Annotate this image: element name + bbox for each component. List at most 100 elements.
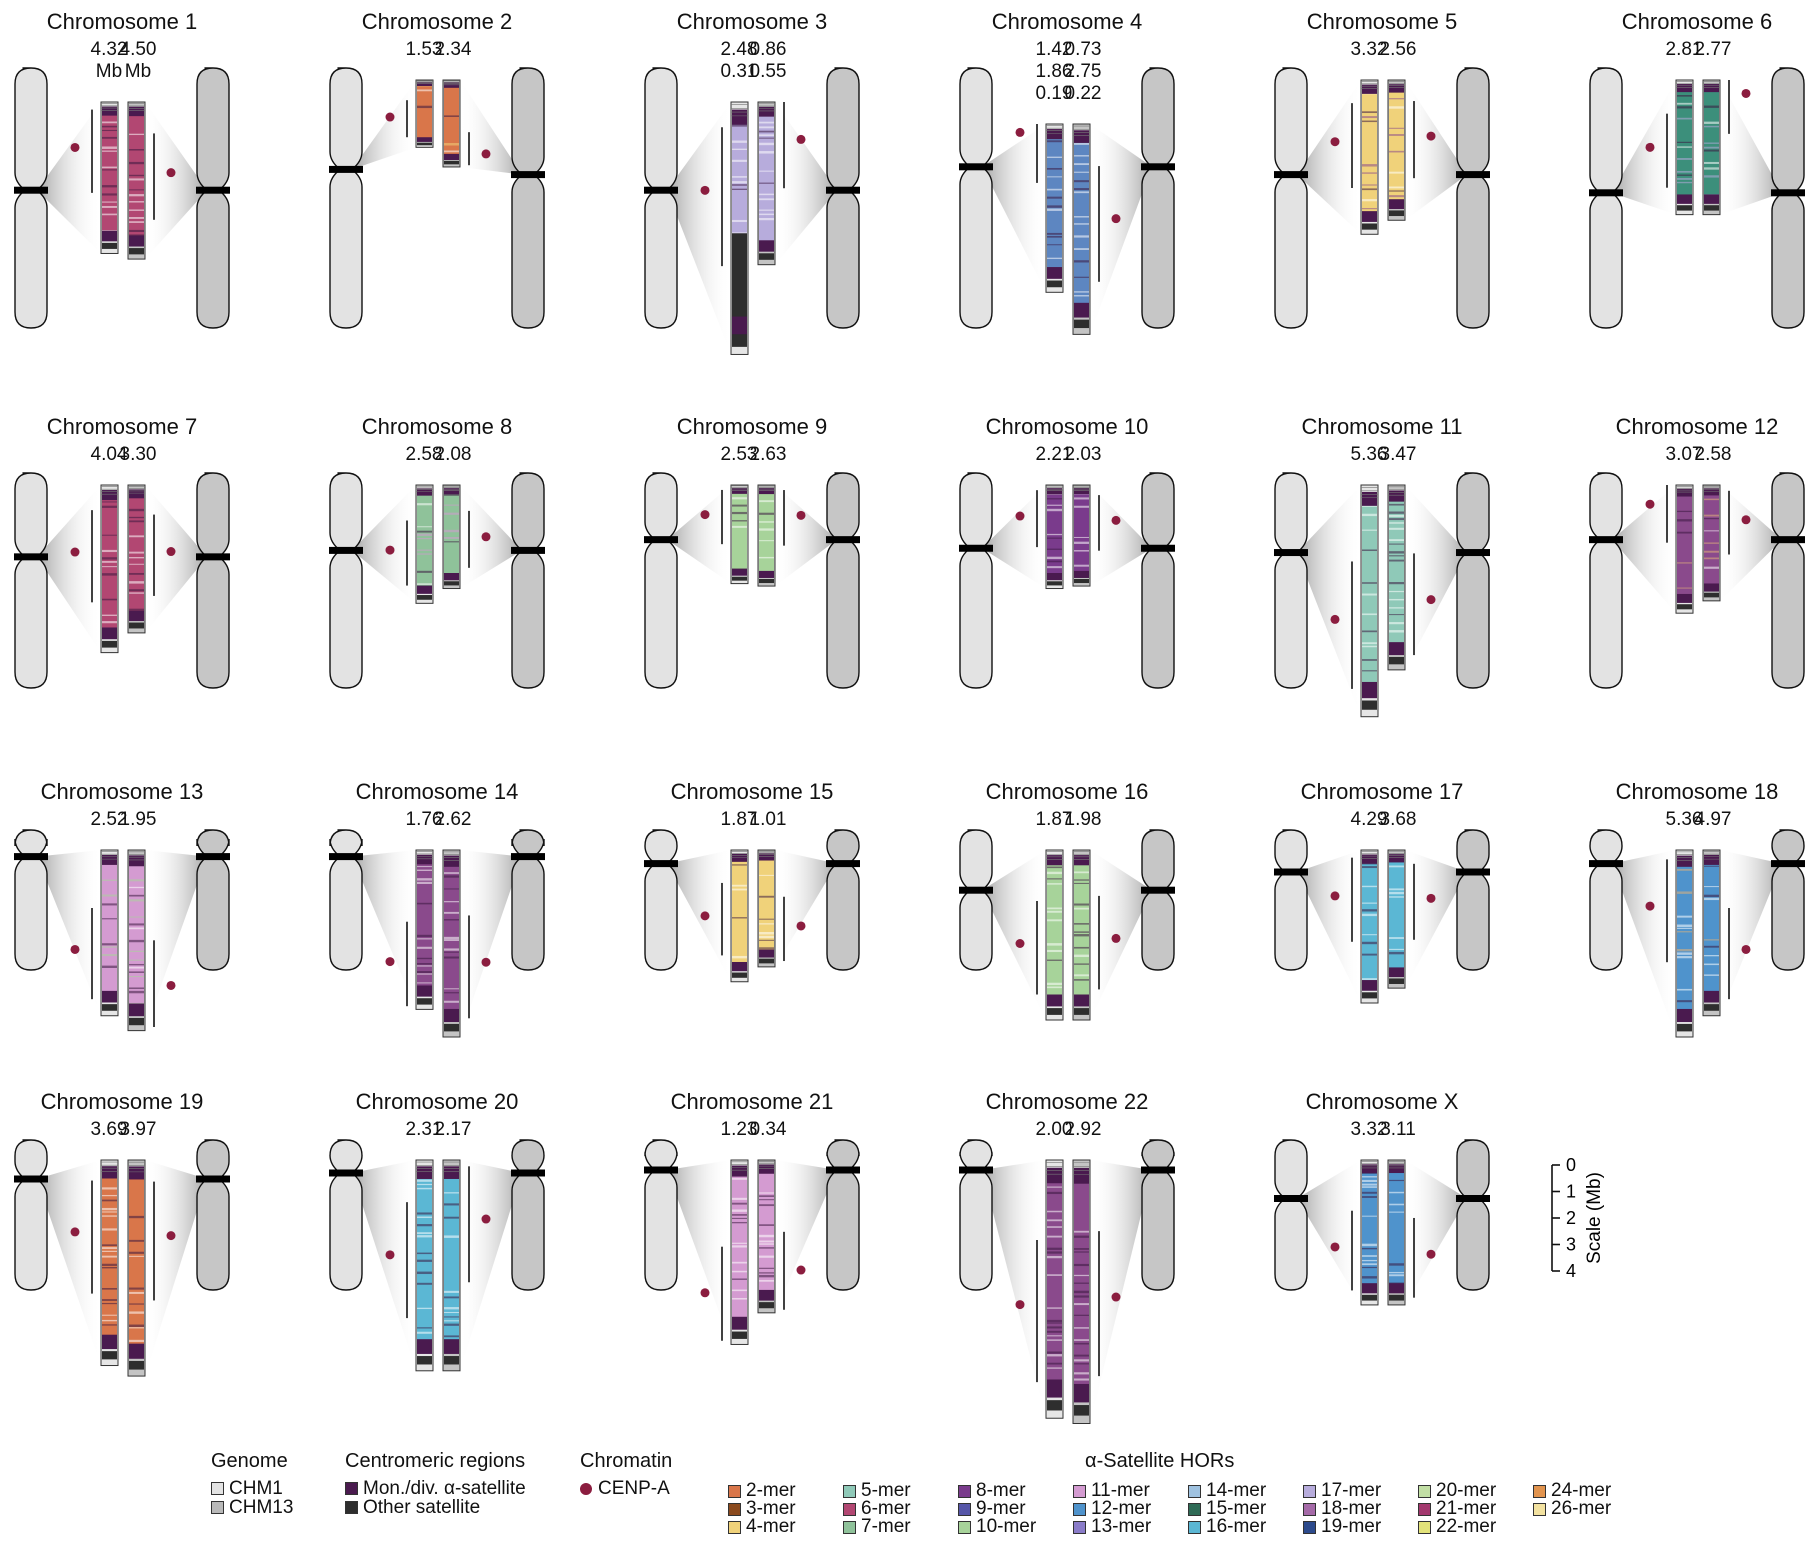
cenpa-dot (481, 149, 491, 159)
hor-stripe (1704, 955, 1719, 957)
hor-stripe (1704, 865, 1719, 867)
hor-stripe (102, 230, 117, 232)
hor-stripe (1074, 907, 1089, 910)
chm1-array-bar (70, 484, 119, 654)
cenpa-dot (1015, 939, 1025, 948)
hor-stripe (417, 1331, 432, 1334)
hor-stripe (129, 1002, 144, 1004)
centromere-band (196, 853, 230, 861)
zoom-fan-left (667, 102, 731, 355)
scale-tick-label: 4 (1566, 1261, 1576, 1281)
other-satellite-region (1389, 1294, 1404, 1301)
hor-stripe (417, 553, 432, 555)
hor-stripe (1362, 208, 1377, 210)
hor-stripe (1389, 1263, 1404, 1266)
array-size-label: 2.31 (406, 1119, 443, 1140)
hor-stripe (1704, 498, 1719, 501)
hor-region (732, 1172, 747, 1327)
monomeric-region (1362, 681, 1377, 699)
hor-stripe (417, 1327, 432, 1329)
chromosome-panel: Chromosome 18 5.364.97 (1589, 779, 1805, 1038)
hor-stripe (102, 1250, 117, 1252)
zoom-fan-left (667, 1160, 731, 1345)
chromosome-panel: Chromosome 10 2.212.03 (959, 414, 1175, 689)
array-size-label: 5.36 (1666, 809, 1703, 830)
centromere-band (959, 886, 993, 894)
hor-stripe (444, 115, 459, 117)
chm13-chromosome (196, 67, 230, 329)
monomeric-region (102, 854, 117, 865)
monomeric-region (129, 1343, 144, 1359)
hor-stripe (102, 1215, 117, 1217)
chromosome-panel: Chromosome 3 2.480.310.860.55 (644, 9, 860, 355)
chm1-array-bar (70, 1159, 119, 1367)
chm1-chromosome (1274, 829, 1308, 971)
legend-item-hor: 18-mer (1303, 1498, 1418, 1519)
hor-region (759, 1170, 774, 1298)
hor-stripe (444, 1192, 459, 1194)
chm13-chromosome (196, 829, 230, 971)
hor-stripe (1704, 121, 1719, 124)
hor-stripe (1362, 1259, 1377, 1262)
hor-stripe (1074, 1303, 1089, 1306)
zoom-fan-right (460, 80, 522, 175)
hor-stripe (1047, 949, 1062, 953)
chromosome-title: Chromosome 17 (1301, 779, 1464, 804)
hor-stripe (417, 946, 432, 949)
hor-stripe (1074, 536, 1089, 538)
hor-stripe (1677, 174, 1692, 176)
monomeric-region (129, 855, 144, 867)
hor-stripe (417, 1252, 432, 1255)
hor-stripe (444, 1290, 459, 1293)
centromere-band (826, 1166, 860, 1174)
hor-region (1362, 501, 1377, 694)
chm1-chromosome (14, 1139, 48, 1291)
hor-stripe (759, 126, 774, 129)
hor-stripe (732, 1297, 747, 1300)
hor-stripe (1677, 924, 1692, 927)
cenpa-dot (1015, 1300, 1025, 1310)
cenpa-dot (796, 921, 806, 931)
hor-region (1074, 138, 1089, 314)
hor-stripe (102, 1194, 117, 1197)
hor-stripe (417, 1224, 432, 1227)
hor-stripe (759, 939, 774, 941)
chm1-array-bar (1015, 484, 1064, 590)
other-satellite-region (129, 622, 144, 629)
monomeric-region (102, 490, 117, 501)
hor-stripe (1362, 1196, 1377, 1198)
legend-item-hor: 5-mer (843, 1480, 958, 1501)
array-size-label: 1.01 (750, 809, 787, 830)
zoom-fan-right (1405, 850, 1467, 989)
array-size-label: 1.87 (1036, 809, 1073, 830)
other-satellite-region (102, 640, 117, 648)
hor-stripe (129, 608, 144, 611)
chm13-array-bar (757, 849, 806, 968)
hor-stripe (102, 1211, 117, 1213)
centromere-band (1456, 171, 1490, 179)
hor-stripe (129, 1311, 144, 1314)
chromosome-title: Chromosome 15 (671, 779, 834, 804)
legend-item-hor: 7-mer (843, 1516, 958, 1537)
chm1-chromosome (959, 1139, 993, 1291)
legend-label: 16-mer (1206, 1516, 1267, 1537)
hor-stripe (129, 894, 144, 897)
hor-stripe (1677, 587, 1692, 589)
hor-region (102, 861, 117, 1000)
chm1-chromosome (1589, 472, 1623, 689)
hor-stripe (102, 549, 117, 553)
hor-stripe (1362, 1191, 1377, 1194)
other-satellite-region (417, 595, 432, 600)
hor-region (129, 112, 144, 244)
array-size-label: 2.53 (721, 444, 758, 465)
chm1-array-bar (1330, 849, 1379, 1004)
monomeric-region (1047, 129, 1062, 140)
hor-stripe (102, 166, 117, 169)
hor-stripe (129, 592, 144, 594)
hor-stripe (732, 159, 747, 162)
legend-label: 9-mer (976, 1498, 1026, 1519)
array-size-label: 5.36 (1351, 444, 1388, 465)
hor-stripe (417, 1232, 432, 1235)
cenpa-dot (700, 911, 710, 921)
hor-stripe (1074, 979, 1089, 981)
